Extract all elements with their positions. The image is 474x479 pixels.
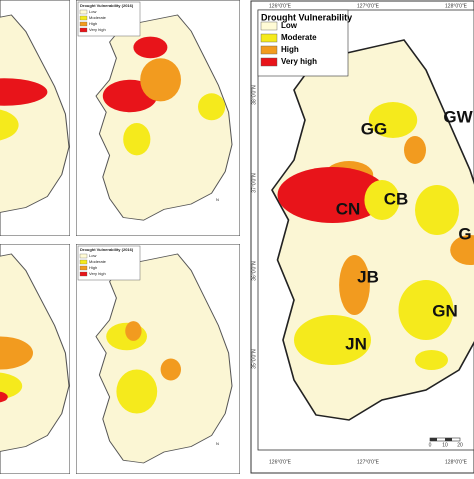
lat-label: 36°0'0"N — [251, 261, 257, 281]
scale-label: 0 — [429, 442, 432, 448]
map — [0, 253, 70, 464]
legend-title: Drought Vulnerability — [261, 12, 352, 22]
legend-label: High — [89, 21, 97, 26]
legend-label: Low — [89, 9, 96, 14]
scale-label: 10 — [442, 442, 448, 448]
legend-label: Very high — [89, 27, 106, 32]
legend-label: Low — [281, 21, 298, 30]
map — [95, 253, 233, 464]
legend-label: Moderate — [89, 259, 107, 264]
legend-swatch — [260, 45, 278, 55]
map-panel — [0, 244, 70, 474]
legend-label: Very high — [89, 271, 106, 276]
region-label: GW — [443, 107, 473, 126]
map — [0, 14, 70, 225]
legend-swatch — [79, 253, 88, 259]
legend-title: Drought Vulnerability (2016) — [80, 247, 134, 252]
region-label: JN — [345, 334, 367, 353]
scale-bar: 0 10 20 — [429, 437, 463, 448]
region-label: CB — [384, 189, 409, 208]
legend-swatch — [260, 33, 278, 43]
lat-label: 35°0'0"N — [251, 349, 257, 369]
legend-label: Very high — [281, 57, 317, 66]
lon-label: 127°0'0"E — [357, 3, 380, 9]
map-panel — [0, 0, 70, 236]
map — [271, 39, 474, 421]
lon-label: 127°0'0"E — [357, 459, 380, 465]
legend-swatch — [79, 259, 88, 265]
legend-swatch — [79, 271, 88, 277]
legend-title: Drought Vulnerability (2016) — [80, 3, 134, 8]
north-arrow: N — [216, 197, 219, 202]
scale-label: 20 — [457, 442, 463, 448]
lat-label: 37°0'0"N — [251, 173, 257, 193]
lon-label: 128°0'0"E — [445, 3, 468, 9]
legend-label: High — [89, 265, 97, 270]
region-label: GN — [432, 301, 458, 320]
lon-label: 126°0'0"E — [269, 3, 292, 9]
lat-label: 38°0'0"N — [251, 85, 257, 105]
legend-swatch — [260, 21, 278, 31]
map — [95, 14, 233, 221]
legend-label: High — [281, 45, 299, 54]
map-panel: Drought Vulnerability (2016) LowModerate… — [76, 0, 240, 236]
region-label: CN — [336, 199, 361, 218]
legend-label: Low — [89, 253, 96, 258]
north-arrow: N — [216, 441, 219, 446]
legend-label: Moderate — [89, 15, 107, 20]
region-label: G — [458, 224, 471, 243]
legend-swatch — [79, 15, 88, 21]
lon-label: 126°0'0"E — [269, 459, 292, 465]
legend-swatch — [79, 265, 88, 271]
main-map-panel: GG GW CN CB G JB GN JN Drought Vulnerabi… — [250, 0, 474, 474]
legend-swatch — [79, 9, 88, 15]
region-label: JB — [357, 267, 379, 286]
legend-swatch — [79, 21, 88, 27]
region-label: GG — [361, 119, 387, 138]
map-panel: Drought Vulnerability (2016) LowModerate… — [76, 244, 240, 474]
legend-label: Moderate — [281, 33, 317, 42]
legend-swatch — [260, 57, 278, 67]
lon-label: 128°0'0"E — [445, 459, 468, 465]
legend-swatch — [79, 27, 88, 33]
